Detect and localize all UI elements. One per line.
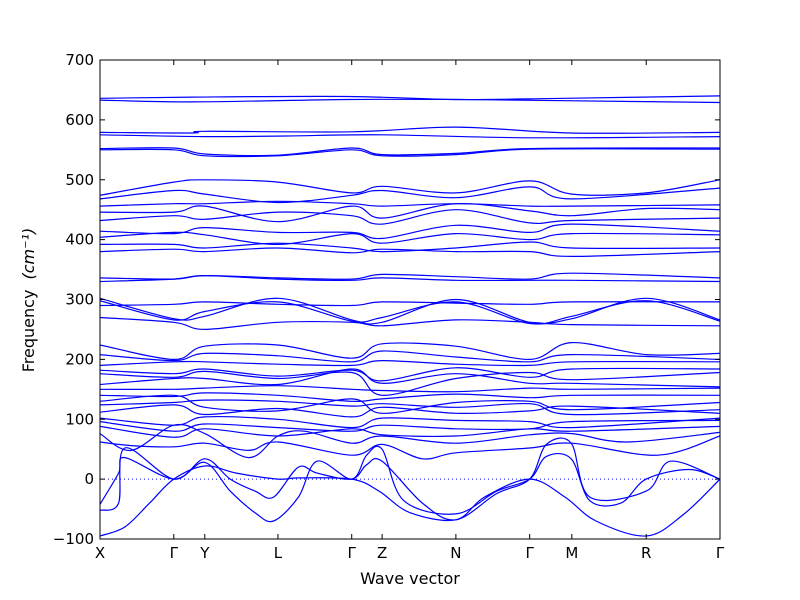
band-line-29 [100, 392, 720, 403]
band-line-21 [100, 316, 720, 331]
band-line-37 [100, 435, 720, 460]
band-line-22 [100, 341, 720, 361]
band-line-3 [100, 126, 720, 134]
band-line-30 [100, 394, 720, 414]
y-axis-label-text: Frequency [19, 290, 38, 373]
band-line-31 [100, 399, 720, 416]
band-line-32 [100, 404, 720, 418]
band-line-1 [100, 95, 720, 101]
band-line-15 [100, 247, 720, 258]
band-line-10 [100, 202, 720, 223]
band-line-28 [100, 385, 720, 393]
band-line-4 [100, 134, 720, 139]
band-line-40 [100, 465, 720, 537]
x-tick-label: Y [199, 544, 210, 562]
band-line-11 [100, 209, 720, 225]
band-line-23 [100, 350, 720, 363]
band-line-2 [100, 98, 720, 104]
x-tick-label: R [641, 544, 651, 562]
band-line-27 [100, 368, 720, 388]
band-line-17 [100, 274, 720, 283]
band-line-39 [100, 437, 720, 521]
band-line-24 [100, 359, 720, 367]
x-tick-label: Γ [525, 544, 534, 562]
band-line-25 [100, 367, 720, 382]
x-tick-label: Γ [348, 544, 357, 562]
band-line-35 [100, 425, 720, 438]
y-axis-ticks: −100 0 100 200 300 400 500 600 700 [53, 51, 720, 548]
y-tick-label: 100 [65, 410, 94, 428]
y-tick-label: −100 [53, 530, 94, 548]
y-tick-label: 700 [65, 51, 94, 69]
band-line-38 [100, 445, 720, 523]
band-line-6 [100, 148, 720, 158]
y-tick-label: 300 [65, 291, 94, 309]
y-tick-label: 600 [65, 111, 94, 129]
x-axis-label: Wave vector [360, 569, 460, 588]
y-tick-label: 500 [65, 171, 94, 189]
x-tick-label: Γ [170, 544, 179, 562]
x-tick-label: L [274, 544, 283, 562]
band-line-19 [100, 300, 720, 325]
x-tick-label: X [95, 544, 105, 562]
y-tick-label: 0 [84, 470, 94, 488]
band-line-12 [100, 223, 720, 240]
x-tick-label: M [565, 544, 578, 562]
band-line-26 [100, 370, 720, 396]
band-line-9 [100, 200, 720, 207]
y-axis-label: Frequency (cm⁻¹) [19, 228, 38, 372]
band-line-8 [100, 186, 720, 204]
y-tick-label: 200 [65, 350, 94, 368]
band-line-13 [100, 231, 720, 246]
x-tick-label: N [450, 544, 461, 562]
band-lines [100, 95, 720, 537]
x-tick-label: Γ [716, 544, 725, 562]
band-line-14 [100, 241, 720, 253]
band-line-18 [100, 297, 720, 325]
band-line-36 [100, 423, 720, 459]
band-line-20 [100, 301, 720, 307]
band-line-33 [100, 415, 720, 429]
band-line-7 [100, 179, 720, 196]
x-tick-label: Z [377, 544, 387, 562]
y-axis-label-unit: (cm⁻¹) [19, 228, 38, 280]
y-tick-label: 400 [65, 231, 94, 249]
